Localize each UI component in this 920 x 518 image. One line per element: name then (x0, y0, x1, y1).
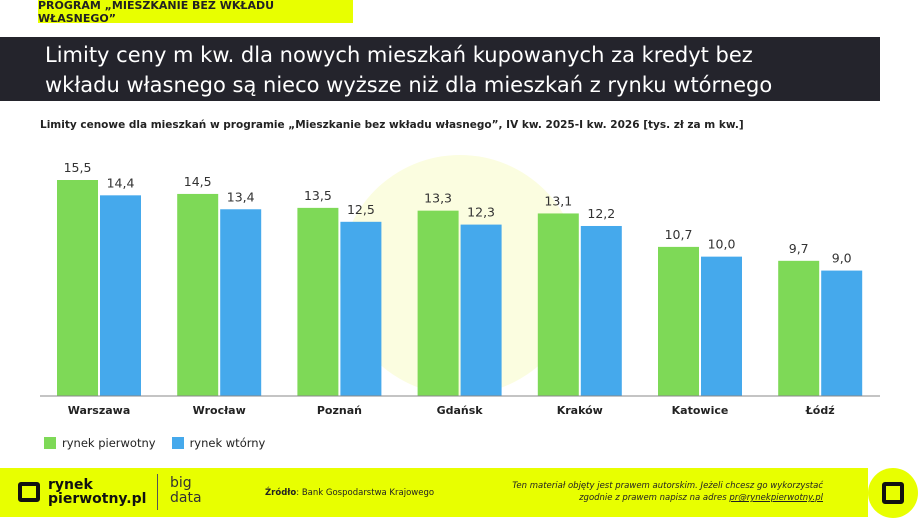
data-label: 15,5 (64, 160, 92, 175)
data-label: 10,7 (665, 227, 693, 242)
logo-icon (882, 482, 904, 504)
source-note: Źródło: Bank Gospodarstwa Krajowego (265, 488, 434, 498)
email-link[interactable]: pr@rynekpierwotny.pl (729, 493, 823, 503)
data-label: 9,0 (832, 251, 852, 266)
x-tick-label: Kraków (557, 404, 603, 417)
x-tick-label: Warszawa (68, 404, 131, 417)
bar-secondary (460, 224, 502, 396)
x-tick-label: Poznań (317, 404, 362, 417)
data-label: 12,2 (587, 206, 615, 221)
logo-text-2: pierwotny.pl (48, 491, 147, 507)
chart-title: Limity cenowe dla mieszkań w programie „… (40, 119, 744, 131)
watermark-logo (340, 155, 580, 395)
logo-badge (868, 468, 918, 518)
data-label: 9,7 (789, 241, 809, 256)
x-tick-label: Gdańsk (437, 404, 484, 417)
data-label: 14,4 (107, 175, 135, 190)
bar-primary (417, 210, 459, 396)
bar-secondary (340, 221, 382, 396)
bar-chart: 15,5 14,4 Warszawa 14,5 13,4 Wrocław 13,5 12,5 P… (40, 155, 880, 417)
program-tag: PROGRAM „MIESZKANIE BEZ WKŁADU WŁASNEGO” (38, 0, 353, 25)
bar-primary (778, 260, 820, 396)
source-label: Źródło (265, 488, 297, 498)
data-label: 14,5 (184, 174, 212, 189)
rynekpierwotny-logo[interactable]: rynek pierwotny.pl (18, 478, 146, 506)
legend-label: rynek wtórny (189, 436, 266, 450)
data-label: 13,4 (227, 189, 255, 204)
legend-swatch (171, 437, 184, 449)
bar-secondary (100, 195, 141, 396)
legend-item-secondary: rynek wtórny (171, 436, 266, 450)
logo-text-1: rynek (48, 477, 93, 493)
footer: rynek pierwotny.pl big data Źródło: Bank G… (0, 468, 868, 517)
legend-label: rynek pierwotny (62, 436, 156, 450)
bigdata-logo: big data (170, 476, 202, 506)
headline-line-1: Limity ceny m kw. dla nowych mieszkań ku… (45, 43, 753, 67)
copyright-note: Ten materiał objęty jest prawem autorski… (512, 480, 823, 504)
x-tick-label: Katowice (672, 404, 729, 417)
logo-icon (18, 482, 40, 502)
source-text: : Bank Gospodarstwa Krajowego (296, 488, 435, 498)
bar-primary (297, 207, 339, 396)
bar-secondary (220, 209, 262, 396)
x-tick-label: Łódź (805, 404, 835, 417)
headline-line-2: wkładu własnego są nieco wyższe niż dla … (45, 73, 773, 97)
bar-primary (177, 193, 219, 396)
divider (157, 474, 158, 510)
data-label: 12,5 (347, 202, 375, 217)
x-tick-label: Wrocław (193, 404, 246, 417)
bar-secondary (701, 256, 742, 396)
data-label: 10,0 (708, 237, 736, 252)
legend-item-primary: rynek pierwotny (44, 436, 156, 450)
copyright-line-2: zgodnie z prawem napisz na adres (579, 493, 730, 503)
data-label: 13,1 (544, 193, 572, 208)
bar-secondary (580, 225, 622, 396)
data-label: 13,3 (424, 191, 452, 206)
legend: rynek pierwotny rynek wtórny (44, 436, 265, 450)
copyright-line-1: Ten materiał objęty jest prawem autorski… (512, 481, 823, 491)
headline: Limity ceny m kw. dla nowych mieszkań ku… (0, 37, 880, 101)
legend-swatch (44, 437, 56, 449)
bigdata-2: data (170, 490, 202, 506)
bar-primary (537, 213, 579, 396)
bar-primary (658, 246, 699, 396)
bigdata-1: big (170, 475, 192, 491)
bar-secondary (821, 270, 863, 396)
data-label: 12,3 (467, 205, 495, 220)
data-label: 13,5 (304, 188, 332, 203)
bar-primary (57, 180, 98, 396)
